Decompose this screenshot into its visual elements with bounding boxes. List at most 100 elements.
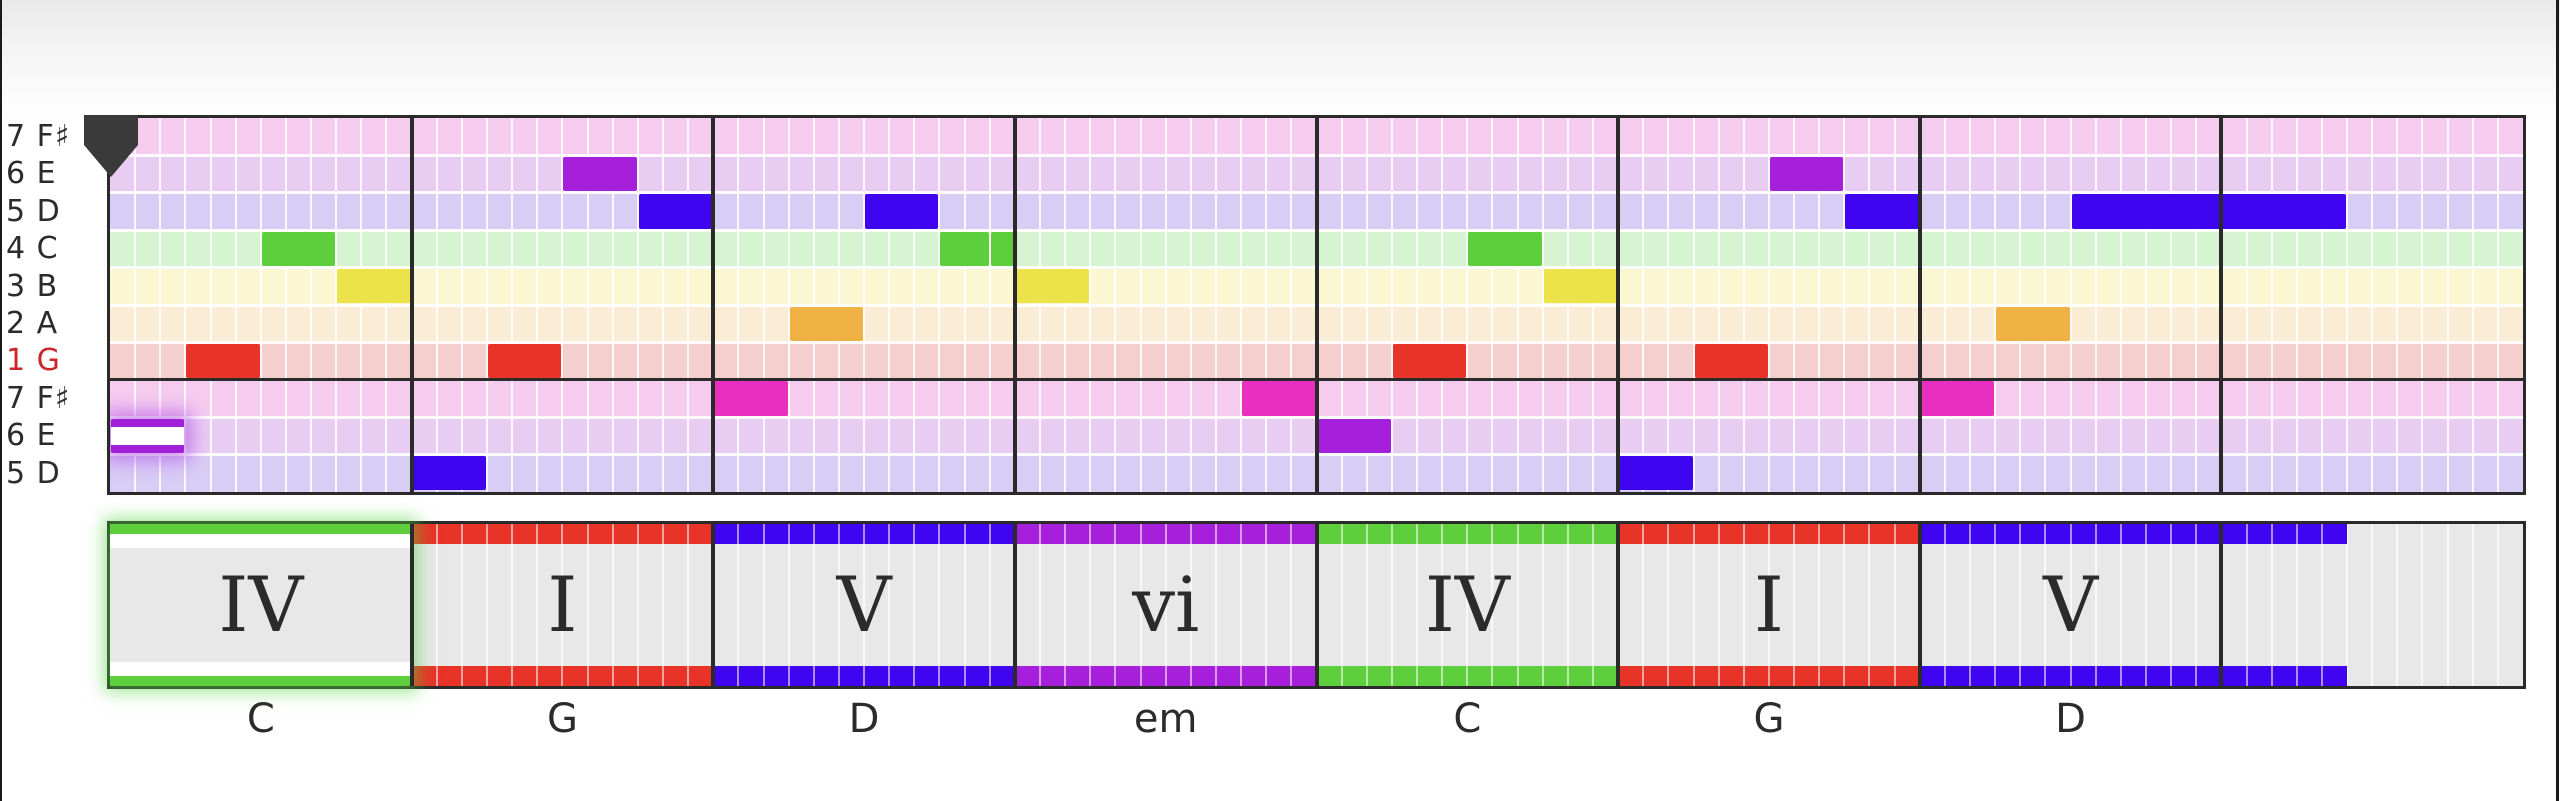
note-block[interactable] <box>990 231 1014 267</box>
note-grid[interactable] <box>107 115 2526 495</box>
note-block[interactable] <box>1920 381 1995 416</box>
chord-band-segment <box>837 666 840 686</box>
chord-cell-divider <box>687 524 690 686</box>
chord-band-segment <box>1793 524 1796 544</box>
note-block[interactable] <box>638 194 713 229</box>
chord-band-segment <box>511 666 514 686</box>
chord-block[interactable]: vi <box>1014 524 1317 686</box>
note-block[interactable] <box>111 418 185 454</box>
chord-cell-divider <box>888 524 891 686</box>
chord-band-segment <box>938 524 941 544</box>
note-block[interactable] <box>940 231 989 267</box>
chord-cell-divider <box>1541 524 1544 686</box>
chord-band-segment <box>1164 524 1167 544</box>
chord-band-segment <box>1039 524 1041 544</box>
note-block[interactable] <box>1694 343 1768 379</box>
note-block[interactable] <box>714 381 788 416</box>
chord-band-segment <box>435 666 438 686</box>
chord-band-segment <box>963 524 966 544</box>
note-block[interactable] <box>1845 194 1919 229</box>
note-block[interactable] <box>488 343 562 379</box>
chord-cell-divider <box>2119 524 2122 686</box>
chord-block[interactable]: IV <box>1316 524 1619 686</box>
chord-band-segment <box>1566 524 1569 544</box>
chord-cell-divider <box>2496 524 2499 686</box>
chord-band-segment <box>460 666 463 686</box>
chord-band-segment <box>1516 524 1519 544</box>
chord-measure-divider <box>711 524 716 686</box>
note-block[interactable] <box>1015 269 1090 304</box>
chord-band-segment <box>1893 524 1896 544</box>
chord-band-segment <box>1491 524 1494 544</box>
chord-block[interactable]: I <box>1618 524 1920 686</box>
chord-cell-divider <box>2270 524 2273 686</box>
chord-band-segment <box>737 666 740 686</box>
chord-block[interactable]: V <box>713 524 1015 686</box>
note-block[interactable] <box>865 194 939 229</box>
chord-cell-divider <box>511 524 514 686</box>
chord-band-segment <box>913 524 916 544</box>
chord-band-segment <box>636 524 639 544</box>
chord-band-segment <box>486 666 489 686</box>
chord-cell-divider <box>435 524 438 686</box>
note-block[interactable] <box>186 343 260 379</box>
chord-band-segment <box>2295 524 2298 544</box>
chord-cell-divider <box>1240 524 1243 686</box>
chord-cell-divider <box>1265 524 1268 686</box>
measure-divider <box>711 118 716 492</box>
chord-band-segment <box>2119 524 2122 544</box>
note-block[interactable] <box>1619 456 1693 491</box>
playhead-marker-icon[interactable] <box>84 115 138 177</box>
chord-cell-divider <box>762 524 765 686</box>
chord-band-segment <box>611 666 614 686</box>
chord-block[interactable]: I <box>411 524 714 686</box>
note-block[interactable] <box>1996 306 2070 341</box>
note-block[interactable] <box>1392 343 1467 379</box>
roman-numeral: IV <box>1424 560 1510 649</box>
note-block[interactable] <box>2071 194 2347 229</box>
chord-band-segment <box>1843 666 1846 686</box>
chord-band-segment <box>2019 524 2022 544</box>
chord-measure-divider <box>2219 524 2224 686</box>
chord-cell-divider <box>1214 524 1217 686</box>
chord-band-segment <box>1466 524 1469 544</box>
note-block[interactable] <box>1242 381 1316 416</box>
chord-cell-divider <box>1365 524 1368 686</box>
chord-band-segment <box>1340 666 1343 686</box>
chord-band-segment <box>1089 666 1092 686</box>
note-block[interactable] <box>261 231 336 267</box>
chord-block[interactable]: IV <box>110 524 412 686</box>
chord-cell-divider <box>611 524 614 686</box>
note-block[interactable] <box>412 456 487 491</box>
note-block[interactable] <box>337 269 411 304</box>
note-block[interactable] <box>1543 269 1618 304</box>
chord-band-segment <box>435 524 438 544</box>
chord-cell-divider <box>2346 524 2349 686</box>
chord-band-segment <box>561 524 564 544</box>
chord-band-segment <box>812 524 815 544</box>
chord-block[interactable]: V <box>1919 524 2348 686</box>
note-block[interactable] <box>1468 231 1542 267</box>
note-block[interactable] <box>1317 418 1391 454</box>
chord-band-segment <box>2320 666 2323 686</box>
chord-name-label: C <box>1453 696 1482 742</box>
note-block[interactable] <box>563 156 637 192</box>
chord-cell-divider <box>536 524 539 686</box>
chord-band-segment <box>2044 666 2047 686</box>
note-block[interactable] <box>1769 156 1844 192</box>
chord-band-segment <box>1893 666 1896 686</box>
chord-cell-divider <box>963 524 966 686</box>
chord-band-segment <box>2295 666 2298 686</box>
chord-band-bottom <box>1919 666 2348 686</box>
chord-band-segment <box>762 524 765 544</box>
chord-band-segment <box>1416 524 1419 544</box>
chord-band-segment <box>586 524 589 544</box>
chord-cell-divider <box>1516 524 1519 686</box>
chord-band-segment <box>988 666 991 686</box>
chord-band-segment <box>1390 666 1393 686</box>
row-label: 3 B <box>6 268 59 304</box>
note-block[interactable] <box>789 306 864 341</box>
chord-name-label: D <box>2055 696 2086 742</box>
chord-band-segment <box>1365 524 1368 544</box>
